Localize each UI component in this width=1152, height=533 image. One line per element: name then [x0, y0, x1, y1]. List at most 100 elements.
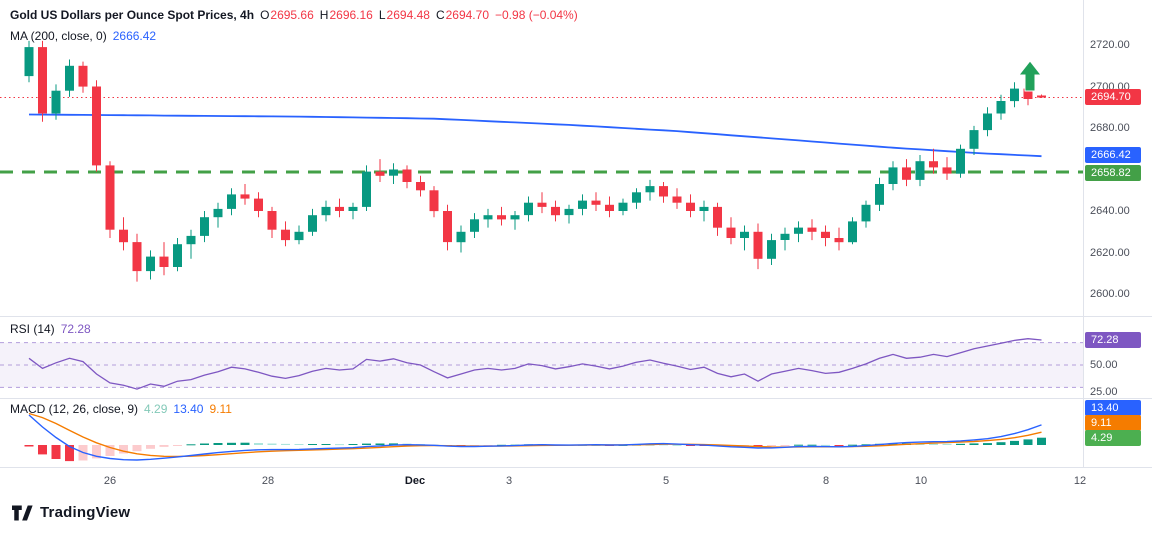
macd-histogram-bar [51, 445, 61, 459]
macd-histogram-bar [281, 443, 290, 445]
ohlc-high: H 2696.16 [320, 8, 373, 22]
candle-down [78, 65, 88, 87]
macd-signal-value: 9.11 [209, 402, 232, 416]
time-tick-month: Dec [404, 475, 426, 487]
tradingview-logo-text: TradingView [40, 504, 131, 521]
ma-indicator-label[interactable]: MA (200, close, 0) [10, 29, 107, 43]
chart-canvas[interactable] [0, 0, 1152, 497]
candle-down [821, 231, 830, 238]
candle-up [146, 256, 155, 272]
candle-down [686, 202, 695, 211]
time-tick: 8 [822, 475, 830, 487]
macd-indicator-label[interactable]: MACD (12, 26, close, 9) [10, 402, 139, 416]
macd-signal-line [28, 412, 1042, 458]
candle-up [348, 206, 358, 211]
macd-histogram-bar [362, 443, 371, 445]
price-tick: 2720.00 [1090, 39, 1130, 51]
candle-up [65, 65, 74, 91]
time-tick: 28 [261, 475, 275, 487]
symbol-title[interactable]: Gold US Dollars per Ounce Spot Prices, 4… [10, 8, 255, 22]
candle-up [173, 244, 182, 267]
candle-up [996, 101, 1006, 114]
candle-down [834, 238, 844, 243]
candle-up [213, 208, 223, 218]
macd-value-badge: 13.40 [1085, 400, 1141, 416]
macd-line [28, 414, 1042, 461]
candle-up [51, 90, 61, 114]
macd-histogram-bar [213, 443, 223, 445]
candle-up [470, 219, 479, 232]
rsi-tick: 25.00 [1090, 386, 1118, 398]
macd-histogram-bar [1010, 440, 1019, 445]
ohlc-open: O 2695.66 [260, 8, 314, 22]
candle-down [281, 229, 290, 241]
macd-line-value: 13.40 [173, 402, 204, 416]
candle-down [942, 167, 952, 174]
macd-histogram-bar [38, 445, 47, 455]
macd-histogram-bar [240, 442, 250, 445]
candle-up [875, 184, 884, 205]
macd-signal-badge: 9.11 [1085, 415, 1141, 431]
candle-down [402, 169, 412, 182]
candle-down [240, 194, 250, 199]
macd-histogram-bar [821, 444, 830, 446]
macd-histogram-bar [65, 445, 74, 462]
price-tick: 2640.00 [1090, 205, 1130, 217]
macd-histogram-bar [1023, 439, 1033, 445]
high-label: H [319, 8, 329, 22]
macd-histogram-bar [173, 445, 182, 446]
time-tick: 12 [1073, 475, 1087, 487]
candle-up [456, 231, 466, 243]
candle-up [483, 215, 493, 220]
ma-price-badge: 2666.42 [1085, 147, 1141, 163]
candle-up [618, 202, 628, 211]
macd-histogram-bar [780, 445, 790, 446]
candle-up [1010, 88, 1019, 102]
macd-histogram-bar [983, 443, 992, 445]
tradingview-logo[interactable]: TradingView [12, 504, 130, 521]
candle-up [321, 206, 331, 216]
candle-up [780, 233, 790, 240]
time-tick: 10 [914, 475, 928, 487]
macd-histogram-bar [1037, 437, 1046, 445]
candle-down [159, 256, 169, 267]
rsi-line [28, 338, 1042, 390]
time-tick: 3 [505, 475, 513, 487]
macd-histogram-bar [335, 444, 344, 446]
rsi-indicator-label[interactable]: RSI (14) [10, 322, 55, 336]
candle-up [983, 113, 992, 131]
level-price-badge: 2658.82 [1085, 165, 1141, 181]
candle-up [645, 186, 655, 193]
candle-down [929, 161, 938, 168]
close-label: C [435, 8, 445, 22]
candle-up [524, 202, 533, 216]
ohlc-close: C 2694.70 [436, 8, 489, 22]
candle-up [956, 148, 965, 174]
candle-down [335, 206, 344, 211]
candle-down [713, 206, 722, 228]
ma-value: 2666.42 [112, 29, 157, 43]
candle-down [375, 171, 385, 176]
macd-histogram-bar [848, 444, 857, 446]
main-legend-row: Gold US Dollars per Ounce Spot Prices, 4… [10, 8, 578, 22]
candle-up [861, 204, 871, 222]
candle-up [969, 130, 979, 149]
last-price-badge: 2694.70 [1085, 89, 1141, 105]
macd-histogram-bar [888, 443, 898, 445]
candle-up [200, 217, 209, 236]
candle-down [443, 211, 452, 243]
macd-histogram-bar [686, 445, 695, 446]
open-label: O [260, 8, 270, 22]
candle-up [632, 192, 641, 203]
candle-up [510, 215, 520, 220]
candle-up [564, 208, 574, 216]
ohlc-low: L 2694.48 [379, 8, 430, 22]
candle-down [497, 215, 506, 220]
macd-histogram-bar [348, 444, 358, 445]
candle-up [186, 235, 196, 245]
candle-up [915, 161, 925, 180]
open-value: 2695.66 [270, 8, 314, 22]
candle-up [848, 221, 857, 243]
candle-down [254, 198, 263, 211]
